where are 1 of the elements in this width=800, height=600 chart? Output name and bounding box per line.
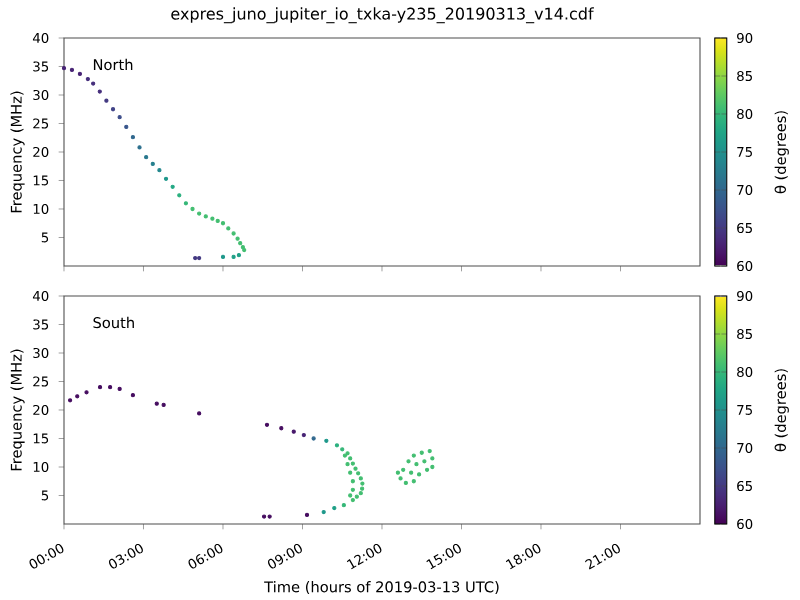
chart-title: expres_juno_jupiter_io_txka-y235_20190313_v14.cdf: [171, 7, 594, 24]
